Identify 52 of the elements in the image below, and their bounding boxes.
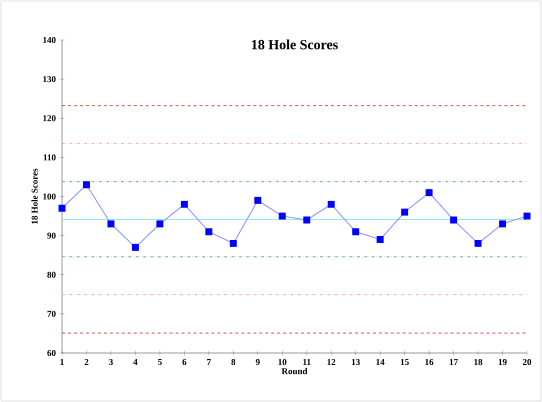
x-axis-title: Round xyxy=(282,368,308,374)
x-tick-label: 19 xyxy=(498,359,507,366)
point xyxy=(401,208,408,216)
point xyxy=(450,216,458,224)
y-axis-title: 18 Hole Scores xyxy=(31,168,38,224)
x-tick-label: 13 xyxy=(352,359,360,366)
y-tick-label: 120 xyxy=(43,115,56,122)
x-tick-label: 5 xyxy=(158,359,162,365)
x-tick-label: 16 xyxy=(425,359,434,366)
x-tick-label: 11 xyxy=(303,359,311,365)
point xyxy=(156,220,164,228)
y-tick-label: 140 xyxy=(43,36,56,44)
x-tick-label: 12 xyxy=(327,359,336,365)
point xyxy=(328,200,335,208)
x-tick-label: 2 xyxy=(84,359,88,365)
point xyxy=(254,196,262,204)
point xyxy=(180,200,188,208)
x-tick-label: 3 xyxy=(109,359,113,366)
x-tick-label: 10 xyxy=(278,359,286,366)
y-tick-label: 60 xyxy=(47,350,56,356)
point xyxy=(303,216,310,224)
y-tick-label: 100 xyxy=(43,193,56,200)
y-tick-label: 90 xyxy=(47,232,56,239)
point xyxy=(278,212,286,220)
point xyxy=(58,204,66,212)
x-tick-label: 1 xyxy=(60,359,64,365)
y-tick-label: 130 xyxy=(43,76,56,82)
point xyxy=(230,240,237,247)
point xyxy=(82,181,90,188)
point xyxy=(376,236,384,244)
x-tick-label: 15 xyxy=(400,359,409,366)
x-tick-label: 14 xyxy=(376,359,384,365)
y-tick-label: 110 xyxy=(44,154,56,160)
point xyxy=(352,228,360,236)
x-tick-label: 4 xyxy=(133,359,138,365)
point xyxy=(426,189,433,196)
point xyxy=(499,220,506,228)
x-tick-label: 6 xyxy=(182,359,186,366)
x-tick-label: 18 xyxy=(474,359,482,366)
point xyxy=(107,220,114,228)
x-tick-label: 8 xyxy=(231,359,236,366)
x-tick-label: 9 xyxy=(256,359,260,366)
x-tick-label: 20 xyxy=(522,359,532,366)
point xyxy=(524,212,530,220)
y-tick-label: 80 xyxy=(47,272,56,278)
y-tick-label: 70 xyxy=(48,310,56,317)
point xyxy=(132,244,139,251)
x-tick-label: 7 xyxy=(207,359,211,365)
chart-title: 18 Hole Scores xyxy=(252,40,338,50)
point xyxy=(205,228,212,236)
point xyxy=(474,240,482,247)
x-tick-label: 17 xyxy=(450,359,458,365)
